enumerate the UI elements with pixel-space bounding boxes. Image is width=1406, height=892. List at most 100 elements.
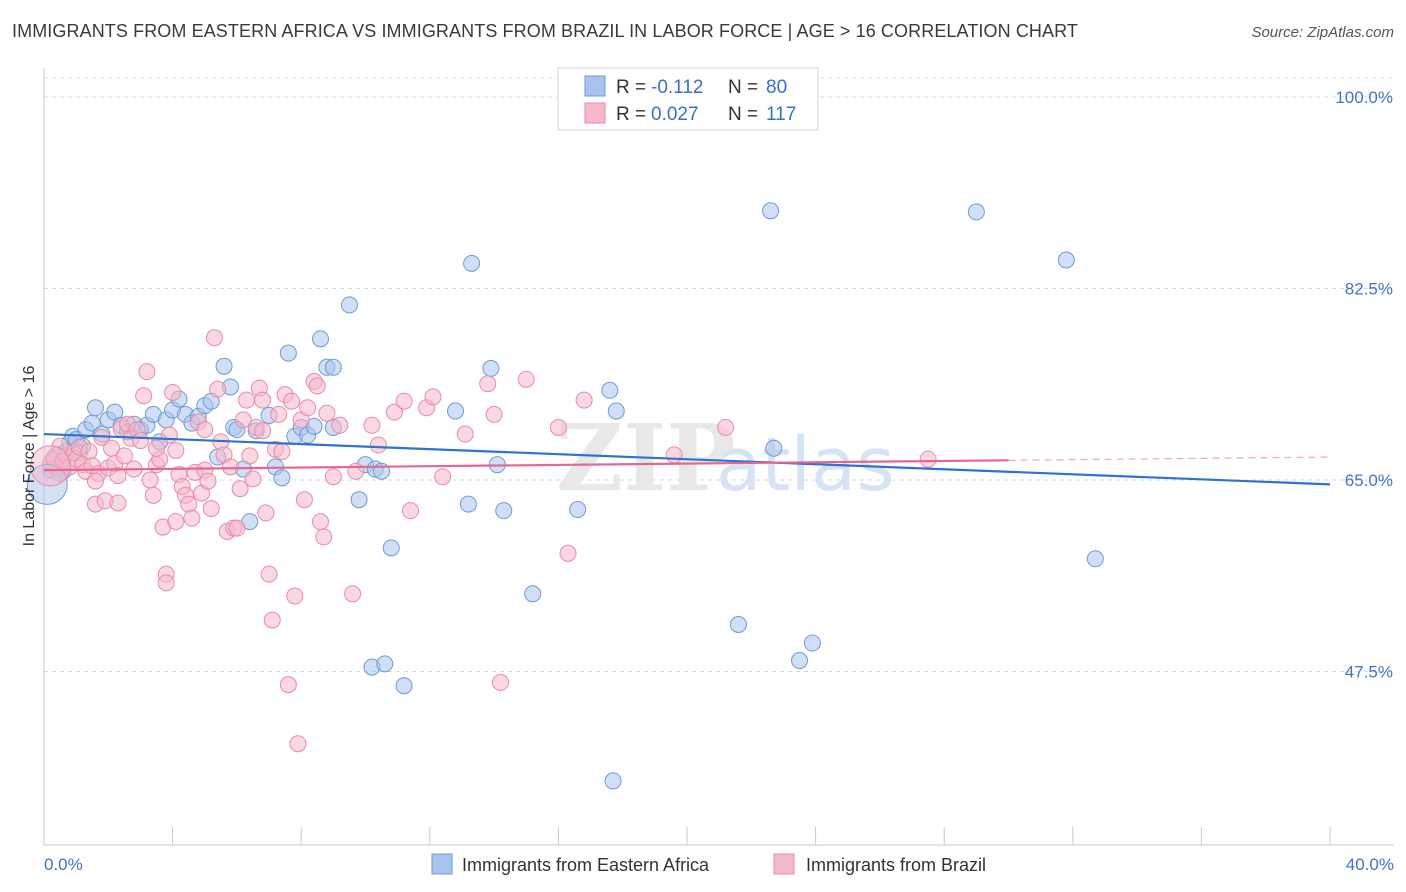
- point-brazil: [270, 405, 288, 423]
- point-eastern-africa: [1086, 550, 1104, 568]
- point-brazil: [311, 513, 329, 531]
- point-eastern-africa: [1057, 251, 1075, 269]
- point-brazil: [402, 502, 420, 520]
- point-brazil: [109, 467, 127, 485]
- legend-swatch-eastern-africa: [584, 75, 606, 97]
- legend-r-value-1: -0.112: [651, 77, 703, 98]
- point-brazil: [665, 446, 683, 464]
- point-brazil: [286, 587, 304, 605]
- point-brazil: [395, 392, 413, 410]
- point-eastern-africa: [311, 330, 329, 348]
- series-name-eastern-africa: Immigrants from Eastern Africa: [462, 855, 710, 875]
- cluster-brazil: [29, 445, 71, 487]
- point-brazil: [273, 443, 291, 461]
- point-brazil: [575, 391, 593, 409]
- point-eastern-africa: [395, 677, 413, 695]
- point-eastern-africa: [382, 539, 400, 557]
- point-eastern-africa: [324, 358, 342, 376]
- point-brazil: [260, 565, 278, 583]
- point-brazil: [148, 439, 166, 457]
- point-brazil: [234, 411, 252, 429]
- point-brazil: [254, 391, 272, 409]
- watermark: ZIP atlas: [556, 404, 895, 512]
- point-eastern-africa: [340, 296, 358, 314]
- point-brazil: [254, 422, 272, 440]
- point-brazil: [86, 472, 104, 490]
- point-eastern-africa: [86, 399, 104, 417]
- point-brazil: [344, 585, 362, 603]
- point-brazil: [424, 388, 442, 406]
- trend-line-brazil: [43, 459, 1009, 472]
- series-swatch-brazil: [773, 853, 795, 875]
- point-brazil: [492, 673, 510, 691]
- series-name-brazil: Immigrants from Brazil: [806, 855, 986, 875]
- point-brazil: [479, 375, 497, 393]
- point-brazil: [196, 421, 214, 439]
- point-brazil: [205, 329, 223, 347]
- x-tick-label: 40.0%: [1346, 855, 1394, 874]
- point-brazil: [315, 528, 333, 546]
- point-brazil: [202, 499, 220, 517]
- x-tick-label: 0.0%: [44, 855, 83, 874]
- legend-n-label-1: N =: [728, 77, 758, 98]
- point-brazil: [279, 676, 297, 694]
- watermark-atlas: atlas: [716, 422, 895, 508]
- point-brazil: [385, 403, 403, 421]
- point-brazil: [517, 370, 535, 388]
- point-eastern-africa: [967, 203, 985, 221]
- y-tick-label: 47.5%: [1345, 663, 1393, 682]
- chart-title: IMMIGRANTS FROM EASTERN AFRICA VS IMMIGR…: [12, 21, 1078, 41]
- point-brazil: [160, 426, 178, 444]
- point-eastern-africa: [803, 634, 821, 652]
- point-brazil: [131, 432, 149, 450]
- legend-r-label-2: R =: [616, 104, 646, 125]
- trend-extension-brazil: [1008, 456, 1331, 461]
- point-eastern-africa: [459, 495, 477, 513]
- point-eastern-africa: [273, 469, 291, 487]
- point-brazil: [257, 504, 275, 522]
- y-axis-label: In Labor Force | Age > 16: [21, 366, 38, 547]
- point-brazil: [324, 468, 342, 486]
- point-eastern-africa: [604, 772, 622, 790]
- point-brazil: [244, 470, 262, 488]
- point-eastern-africa: [279, 344, 297, 362]
- point-eastern-africa: [524, 585, 542, 603]
- point-brazil: [183, 509, 201, 527]
- point-brazil: [295, 491, 313, 509]
- point-eastern-africa: [482, 359, 500, 377]
- point-brazil: [308, 377, 326, 395]
- point-brazil: [199, 472, 217, 490]
- point-eastern-africa: [607, 402, 625, 420]
- point-brazil: [549, 418, 567, 436]
- point-brazil: [167, 513, 185, 531]
- point-brazil: [456, 425, 474, 443]
- grid-layer: [44, 77, 1394, 672]
- point-eastern-africa: [215, 357, 233, 375]
- point-brazil: [221, 458, 239, 476]
- point-brazil: [485, 405, 503, 423]
- point-brazil: [228, 519, 246, 537]
- tick-layer: 100.0% 82.5% 65.0% 47.5% 0.0% 40.0%: [44, 88, 1394, 874]
- point-brazil: [347, 462, 365, 480]
- point-brazil: [141, 471, 159, 489]
- point-brazil: [180, 495, 198, 513]
- point-eastern-africa: [569, 501, 587, 519]
- point-brazil: [299, 399, 317, 417]
- point-brazil: [919, 450, 937, 468]
- point-brazil: [144, 486, 162, 504]
- point-brazil: [434, 468, 452, 486]
- point-brazil: [717, 418, 735, 436]
- legend-n-value-1: 80: [766, 77, 787, 98]
- legend-r-value-2: 0.027: [651, 104, 699, 125]
- point-brazil: [241, 447, 259, 465]
- point-brazil: [109, 494, 127, 512]
- trend-line-eastern-africa: [43, 432, 1331, 486]
- point-eastern-africa: [729, 615, 747, 633]
- y-tick-label: 82.5%: [1345, 280, 1393, 299]
- series-swatch-eastern-africa: [431, 853, 453, 875]
- point-brazil: [115, 447, 133, 465]
- point-eastern-africa: [376, 655, 394, 673]
- point-brazil: [135, 387, 153, 405]
- trend-layer: [43, 432, 1331, 486]
